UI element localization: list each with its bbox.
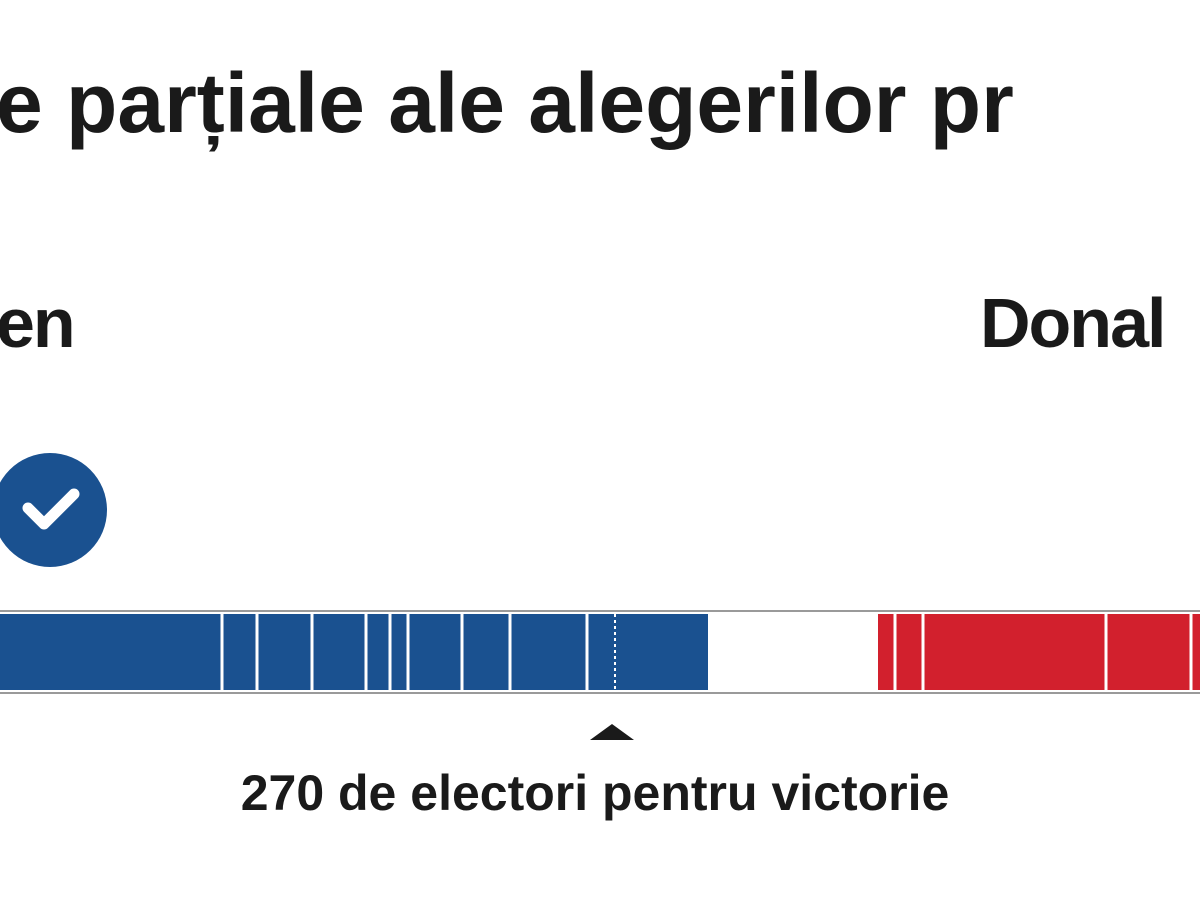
threshold-label: 270 de electori pentru victorie — [241, 765, 950, 821]
blue-block — [0, 614, 708, 690]
threshold-marker — [590, 724, 634, 740]
page-title: e parțiale ale alegerilor pr — [0, 56, 1014, 151]
electoral-bar — [0, 610, 1200, 694]
state-separators — [220, 614, 1193, 690]
candidate-right: Donal — [980, 284, 1164, 362]
check-icon — [22, 488, 80, 530]
red-block — [878, 614, 1200, 690]
candidate-left: en — [0, 284, 74, 362]
winner-check — [0, 453, 107, 567]
